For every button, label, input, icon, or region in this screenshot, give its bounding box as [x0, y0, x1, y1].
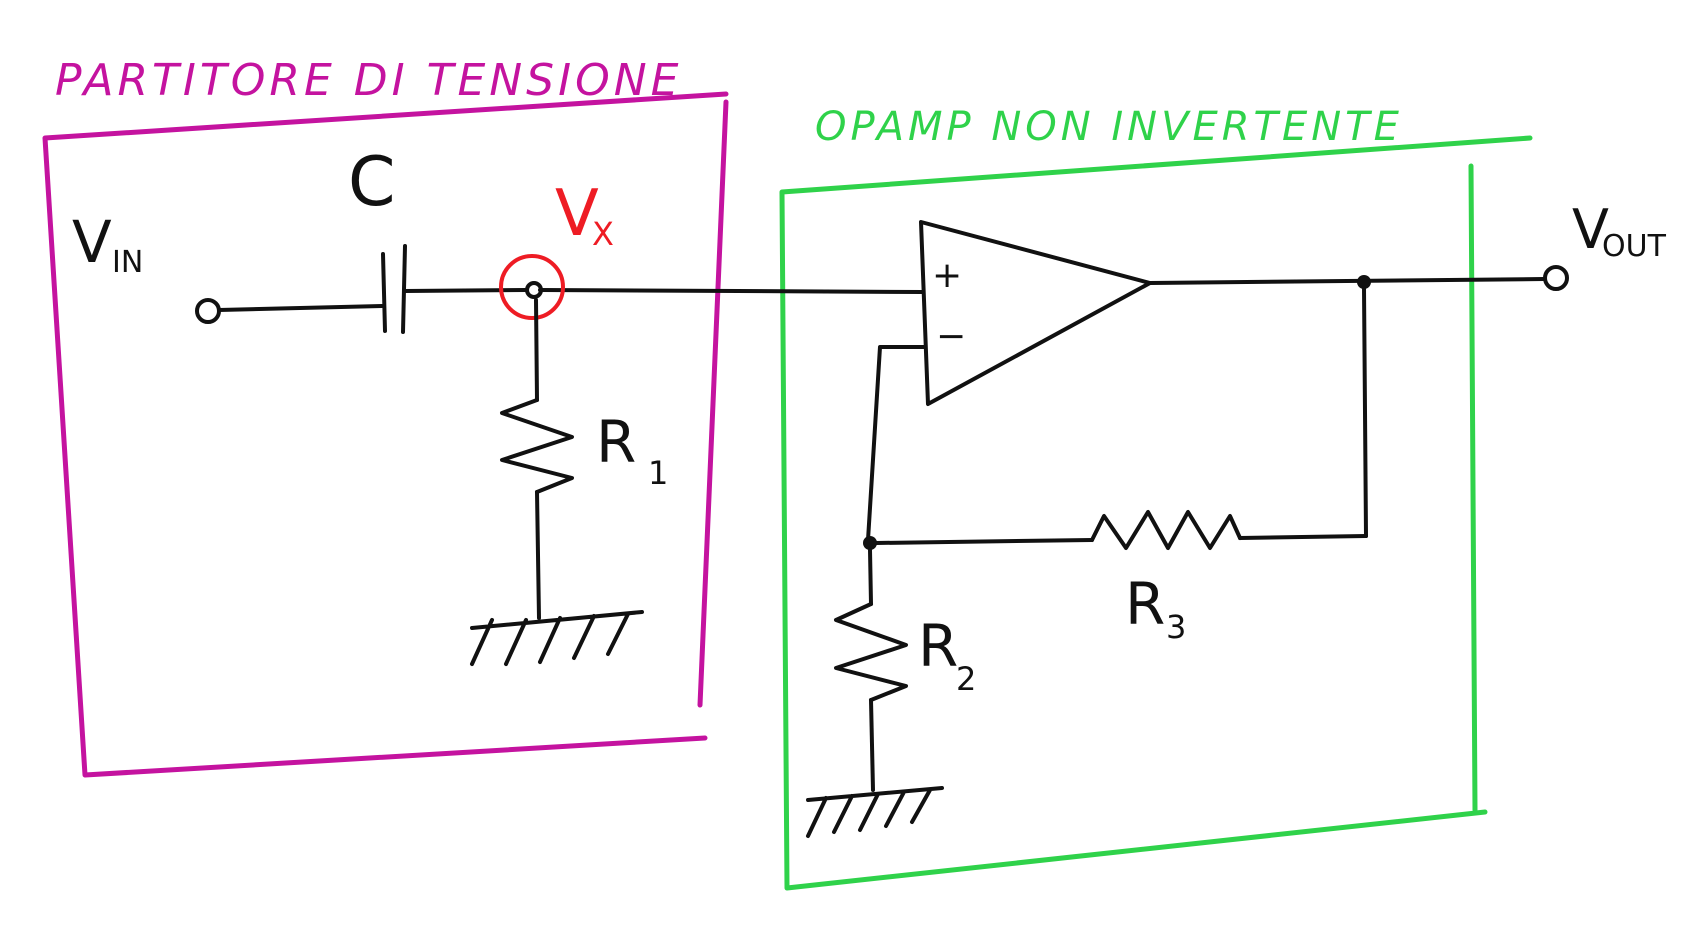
r2-label: R — [918, 612, 958, 680]
r1-resistor — [500, 398, 574, 494]
feedback-left-wire — [874, 538, 1094, 545]
r1-branch — [470, 298, 644, 666]
ground-symbol-1 — [470, 610, 644, 666]
inverting-input-wire — [866, 345, 926, 542]
voltage-divider-title: PARTITORE DI TENSIONE — [55, 55, 682, 106]
opamp-output-wire — [1148, 277, 1546, 285]
vin-subscript: IN — [112, 245, 143, 280]
opamp-box — [779, 135, 1533, 891]
feedback-bottom-right-wire — [1238, 534, 1368, 540]
r3-subscript: 3 — [1166, 608, 1186, 646]
voltage-divider-box — [42, 91, 729, 778]
vin-wire — [217, 304, 384, 312]
vout-label: V — [1572, 198, 1609, 261]
opamp-section: OPAMP NON INVERTENTE — [779, 104, 1533, 891]
vx-to-opamp-wire — [538, 288, 924, 294]
capacitor-to-vx-wire — [403, 288, 528, 293]
vx-highlight-circle — [499, 254, 565, 320]
opamp-triangle — [919, 220, 1152, 406]
r1-bottom-wire — [535, 490, 541, 620]
opamp-minus-label: − — [936, 316, 966, 357]
vout-subscript: OUT — [1602, 229, 1667, 264]
opamp-title: OPAMP NON INVERTENTE — [815, 104, 1403, 150]
vx-node — [525, 281, 543, 299]
feedback-junction-dot — [863, 536, 877, 550]
opamp-plus-label: + — [932, 255, 962, 296]
r3-resistor — [1090, 510, 1242, 550]
vout-terminal — [1543, 265, 1569, 291]
vx-subscript: X — [592, 215, 614, 253]
r1-label: R — [596, 408, 636, 476]
vx-label: V — [555, 177, 599, 251]
vin-terminal — [195, 298, 221, 324]
capacitor-plate-right — [401, 244, 407, 334]
capacitor-plate-left — [381, 252, 387, 333]
component-labels: V IN C V X R 1 + − V OUT R 3 R 2 — [72, 143, 1667, 698]
feedback-right-wire — [1362, 286, 1368, 538]
input-stage — [195, 244, 924, 334]
r2-resistor — [834, 602, 908, 702]
ground-symbol-2 — [806, 786, 944, 838]
capacitor-label: C — [348, 143, 395, 222]
output-junction-dot — [1357, 275, 1371, 289]
vin-label: V — [72, 208, 112, 276]
feedback-network — [806, 286, 1368, 838]
r2-bottom-wire — [869, 698, 875, 792]
voltage-divider-section: PARTITORE DI TENSIONE — [42, 55, 729, 778]
r2-subscript: 2 — [956, 660, 976, 698]
r2-top-wire — [868, 548, 873, 606]
r1-top-wire — [534, 298, 539, 402]
opamp — [866, 220, 1569, 542]
r1-subscript: 1 — [648, 454, 668, 492]
r3-label: R — [1125, 570, 1165, 638]
